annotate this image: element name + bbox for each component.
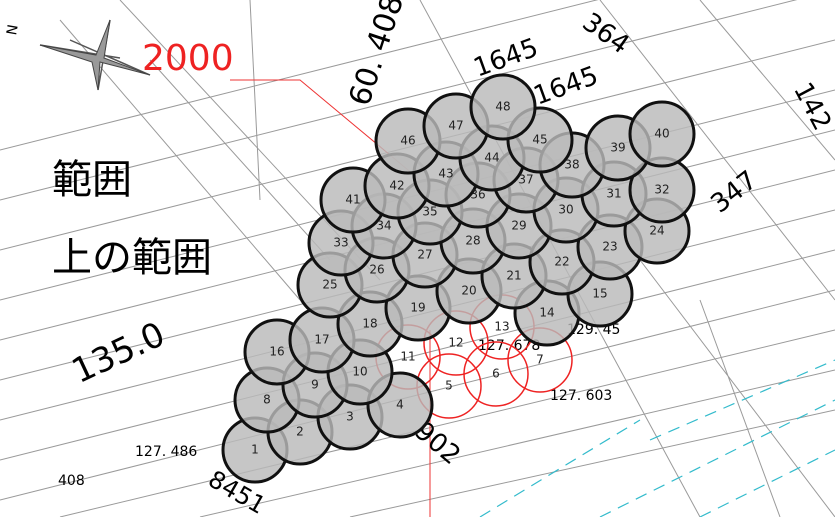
legend-text: 上の範囲 bbox=[52, 235, 212, 281]
distance-label: 1645 bbox=[530, 61, 602, 112]
survey-circle bbox=[628, 100, 696, 168]
circle-number: 20 bbox=[461, 284, 476, 298]
circle-number: 31 bbox=[606, 187, 621, 201]
circle-number: 27 bbox=[417, 248, 432, 262]
circle-number: 5 bbox=[445, 379, 453, 393]
circle-number: 10 bbox=[352, 365, 367, 379]
circle-number: 12 bbox=[448, 336, 463, 350]
circle-number: 35 bbox=[422, 205, 437, 219]
distance-label: 142 bbox=[787, 78, 835, 136]
circle-number: 2 bbox=[296, 425, 304, 439]
compass bbox=[39, 19, 151, 91]
circle-number: 9 bbox=[311, 378, 319, 392]
circle-number: 33 bbox=[333, 236, 348, 250]
circle-number: 24 bbox=[649, 224, 664, 238]
circle-number: 6 bbox=[492, 367, 500, 381]
circle-number: 29 bbox=[511, 219, 526, 233]
circle-number: 30 bbox=[558, 203, 573, 217]
scale-label: 2000 bbox=[142, 38, 234, 79]
circle-number: 16 bbox=[269, 345, 284, 359]
elevation-label: 408 bbox=[58, 473, 85, 489]
circle-number: 42 bbox=[389, 179, 404, 193]
circle-number: 36 bbox=[470, 188, 485, 202]
circle-number: 39 bbox=[610, 141, 625, 155]
circle-number: 22 bbox=[554, 255, 569, 269]
circle-number: 34 bbox=[376, 219, 391, 233]
circle-number: 32 bbox=[654, 183, 669, 197]
elevation-label: 135.0 bbox=[66, 314, 171, 391]
circle-number: 21 bbox=[506, 269, 521, 283]
circle-group: 1234567891011121314151617181920212223242… bbox=[221, 73, 696, 484]
circle-number: 26 bbox=[369, 263, 384, 277]
circle-number: 44 bbox=[484, 151, 499, 165]
circle-number: 15 bbox=[592, 287, 607, 301]
circle-number: 19 bbox=[410, 301, 425, 315]
circle-number: 28 bbox=[465, 234, 480, 248]
angle-label: 60. 4087° bbox=[342, 0, 421, 110]
circle-number: 37 bbox=[518, 173, 533, 187]
legend-text: 範囲 bbox=[52, 157, 132, 203]
distance-label: 347 bbox=[705, 165, 763, 219]
circle-number: 7 bbox=[536, 353, 544, 367]
circle-number: 48 bbox=[495, 100, 510, 114]
circle-number: 45 bbox=[532, 133, 547, 147]
circle-number: 18 bbox=[362, 317, 377, 331]
circle-number: 3 bbox=[346, 410, 354, 424]
circle-number: 4 bbox=[396, 398, 404, 412]
circle-number: 1 bbox=[251, 443, 259, 457]
circle-number: 17 bbox=[314, 333, 329, 347]
circle-number: 47 bbox=[448, 119, 463, 133]
circle-number: 23 bbox=[602, 240, 617, 254]
circle-number: 46 bbox=[400, 134, 415, 148]
circle-number: 38 bbox=[564, 158, 579, 172]
north-label: N bbox=[4, 23, 22, 36]
circle-number: 11 bbox=[400, 350, 415, 364]
elevation-label: 127. 486 bbox=[135, 444, 197, 460]
circle-number: 43 bbox=[438, 167, 453, 181]
elevation-label: 127. 603 bbox=[550, 388, 612, 404]
circle-number: 14 bbox=[539, 306, 554, 320]
circle-number: 8 bbox=[263, 393, 271, 407]
circle-number: 41 bbox=[345, 193, 360, 207]
circle-number: 13 bbox=[494, 320, 509, 334]
survey-circle bbox=[469, 73, 537, 141]
circle-number: 40 bbox=[654, 127, 669, 141]
circle-number: 25 bbox=[322, 278, 337, 292]
